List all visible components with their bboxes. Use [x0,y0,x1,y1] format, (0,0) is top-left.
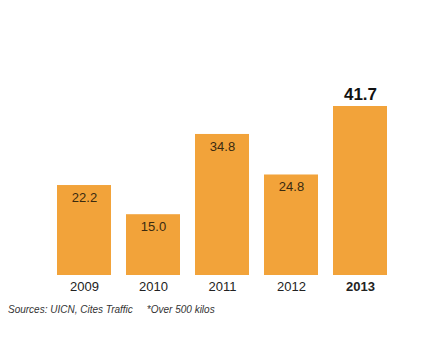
svg-text:15.0: 15.0 [141,219,166,234]
html-text:Sources: UICN, Cites Traffic: Sources: UICN, Cites Traffic [8,304,133,315]
svg-text:2010: 2010 [139,279,168,294]
svg-text:22.2: 22.2 [72,190,97,205]
svg-text:24.8: 24.8 [279,179,304,194]
svg-text:2011: 2011 [209,279,237,294]
svg-text:2013: 2013 [346,279,375,294]
svg-text:2012: 2012 [277,279,306,294]
svg-text:2009: 2009 [70,279,99,294]
svg-text:41.7: 41.7 [344,85,377,104]
svg-text:34.8: 34.8 [210,139,235,154]
html-text:*Over 500 kilos: *Over 500 kilos [146,304,215,315]
